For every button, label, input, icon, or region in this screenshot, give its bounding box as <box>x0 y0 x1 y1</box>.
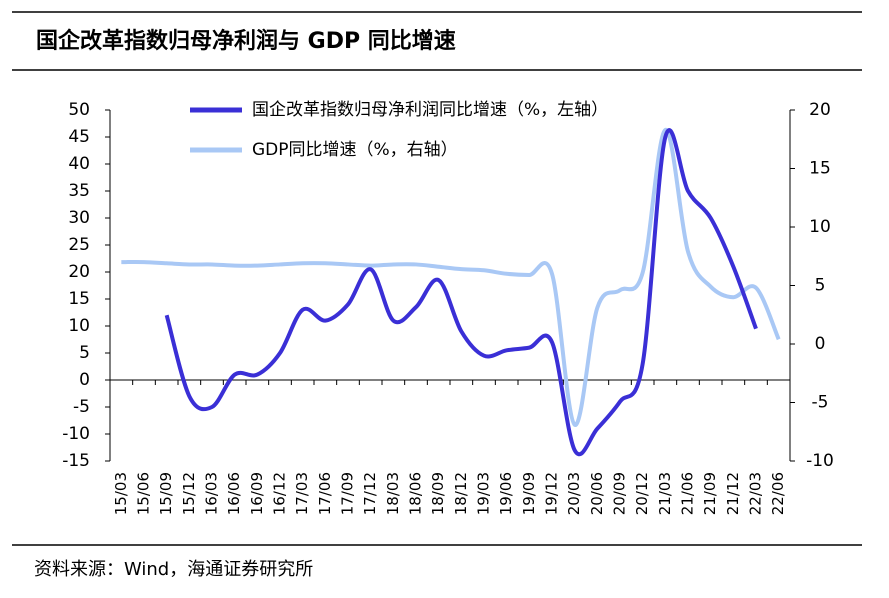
x-tick-label: 20/06 <box>588 472 606 515</box>
x-tick-label: 20/03 <box>565 472 583 515</box>
x-tick-label: 15/03 <box>112 472 130 515</box>
chart-title: 国企改革指数归母净利润与 GDP 同比增速 <box>36 28 456 54</box>
x-tick-label: 17/09 <box>339 472 357 515</box>
x-tick-label: 21/03 <box>656 472 674 515</box>
y2-tick-label: 20 <box>809 100 831 120</box>
y-tick-label: -5 <box>73 397 90 417</box>
x-tick-label: 15/06 <box>135 472 153 515</box>
x-tick-label: 18/06 <box>407 472 425 515</box>
y2-tick-label: -5 <box>812 393 829 413</box>
x-tick-label: 19/03 <box>475 472 493 515</box>
x-tick-label: 20/12 <box>633 472 651 515</box>
x-tick-label: 16/12 <box>271 472 289 515</box>
x-tick-label: 22/06 <box>769 472 787 515</box>
y-tick-label: 50 <box>68 100 90 120</box>
x-tick-label: 19/06 <box>497 472 515 515</box>
x-tick-label: 21/06 <box>679 472 697 515</box>
x-tick-label: 21/09 <box>701 472 719 515</box>
x-tick-label: 17/12 <box>361 472 379 515</box>
x-tick-label: 17/06 <box>316 472 334 515</box>
x-tick-label: 20/09 <box>611 472 629 515</box>
y-tick-label: 5 <box>79 343 90 363</box>
y-tick-label: -15 <box>62 451 90 471</box>
y-tick-label: -10 <box>62 424 90 444</box>
y2-tick-label: 15 <box>809 159 831 179</box>
x-tick-label: 18/12 <box>452 472 470 515</box>
y2-tick-label: 10 <box>809 217 831 237</box>
y2-tick-label: 0 <box>815 334 826 354</box>
x-tick-label: 15/09 <box>157 472 175 515</box>
series-line <box>121 127 781 427</box>
x-tick-label: 21/12 <box>724 472 742 515</box>
x-tick-label: 16/09 <box>248 472 266 515</box>
x-tick-label: 19/09 <box>520 472 538 515</box>
x-tick-label: 16/06 <box>225 472 243 515</box>
y-tick-label: 15 <box>68 289 90 309</box>
x-tick-label: 22/03 <box>747 472 765 515</box>
y2-tick-label: 5 <box>815 276 826 296</box>
x-tick-label: 17/03 <box>293 472 311 515</box>
legend-label: 国企改革指数归母净利润同比增速（%，左轴） <box>252 100 608 120</box>
y2-tick-label: -10 <box>806 451 834 471</box>
legend-label: GDP同比增速（%，右轴） <box>252 140 458 160</box>
series-line <box>164 128 758 457</box>
x-tick-label: 15/12 <box>180 472 198 515</box>
y-tick-label: 0 <box>79 370 90 390</box>
x-tick-label: 18/09 <box>429 472 447 515</box>
y-tick-label: 40 <box>68 154 90 174</box>
y-tick-label: 10 <box>68 316 90 336</box>
y-tick-label: 45 <box>68 127 90 147</box>
y-tick-label: 25 <box>68 235 90 255</box>
y-tick-label: 30 <box>68 208 90 228</box>
x-tick-label: 18/03 <box>384 472 402 515</box>
x-tick-label: 16/03 <box>203 472 221 515</box>
x-tick-label: 19/12 <box>543 472 561 515</box>
y-tick-label: 35 <box>68 181 90 201</box>
source: 资料来源：Wind，海通证券研究所 <box>34 559 313 580</box>
y-tick-label: 20 <box>68 262 90 282</box>
